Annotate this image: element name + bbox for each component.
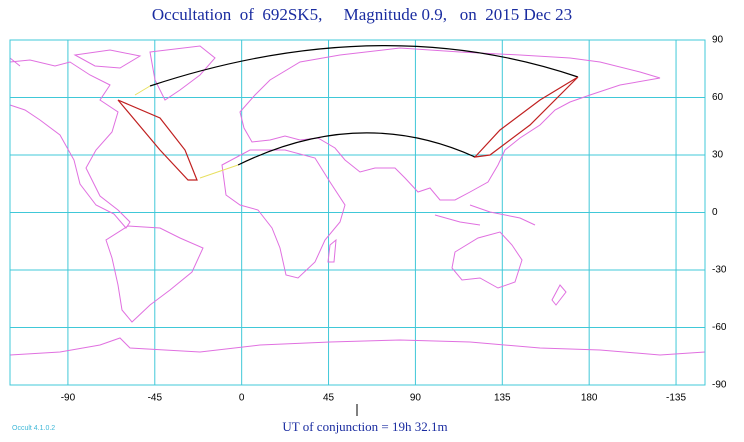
- rise-set-curve: [473, 76, 579, 158]
- y-tick-label: 30: [712, 150, 724, 161]
- x-tick-label: 0: [239, 393, 245, 404]
- indonesia: [434, 204, 536, 226]
- greenland: [149, 45, 216, 101]
- arctic-islands: [9, 49, 142, 69]
- version: Occult 4.1.0.2: [12, 425, 55, 432]
- new-zealand: [551, 284, 567, 306]
- x-tick-label: 45: [323, 393, 335, 404]
- x-tick-label: -90: [61, 393, 76, 404]
- x-tick-label: -135: [666, 393, 686, 404]
- y-tick-label: -30: [712, 265, 727, 276]
- antarctica: [9, 337, 706, 356]
- title: Occultation of 692SK5, Magnitude 0.9, on…: [152, 5, 572, 24]
- footer: UT of conjunction = 19h 32.1m: [282, 419, 447, 434]
- x-tick-label: 90: [410, 393, 422, 404]
- path-segment: [134, 85, 239, 179]
- south-america: [105, 225, 204, 323]
- australia: [451, 231, 523, 289]
- north-america: [9, 59, 131, 229]
- south-limit: [237, 132, 476, 166]
- x-tick-label: 135: [494, 393, 511, 404]
- y-tick-label: 60: [712, 92, 724, 103]
- y-tick-label: 90: [712, 35, 724, 46]
- y-tick-label: 0: [712, 207, 718, 218]
- coastlines: [9, 45, 706, 356]
- y-tick-label: -90: [712, 380, 727, 391]
- north-limit: [149, 45, 579, 87]
- y-tick-label: -60: [712, 322, 727, 333]
- madagascar: [327, 238, 337, 263]
- frame: [9, 39, 706, 386]
- africa: [221, 149, 346, 279]
- x-tick-label: -45: [148, 393, 163, 404]
- rise-set-curve: [117, 99, 198, 181]
- x-tick-label: 180: [581, 393, 598, 404]
- grid: [10, 39, 705, 386]
- eurasia: [239, 47, 661, 201]
- occultation-paths: [117, 45, 579, 181]
